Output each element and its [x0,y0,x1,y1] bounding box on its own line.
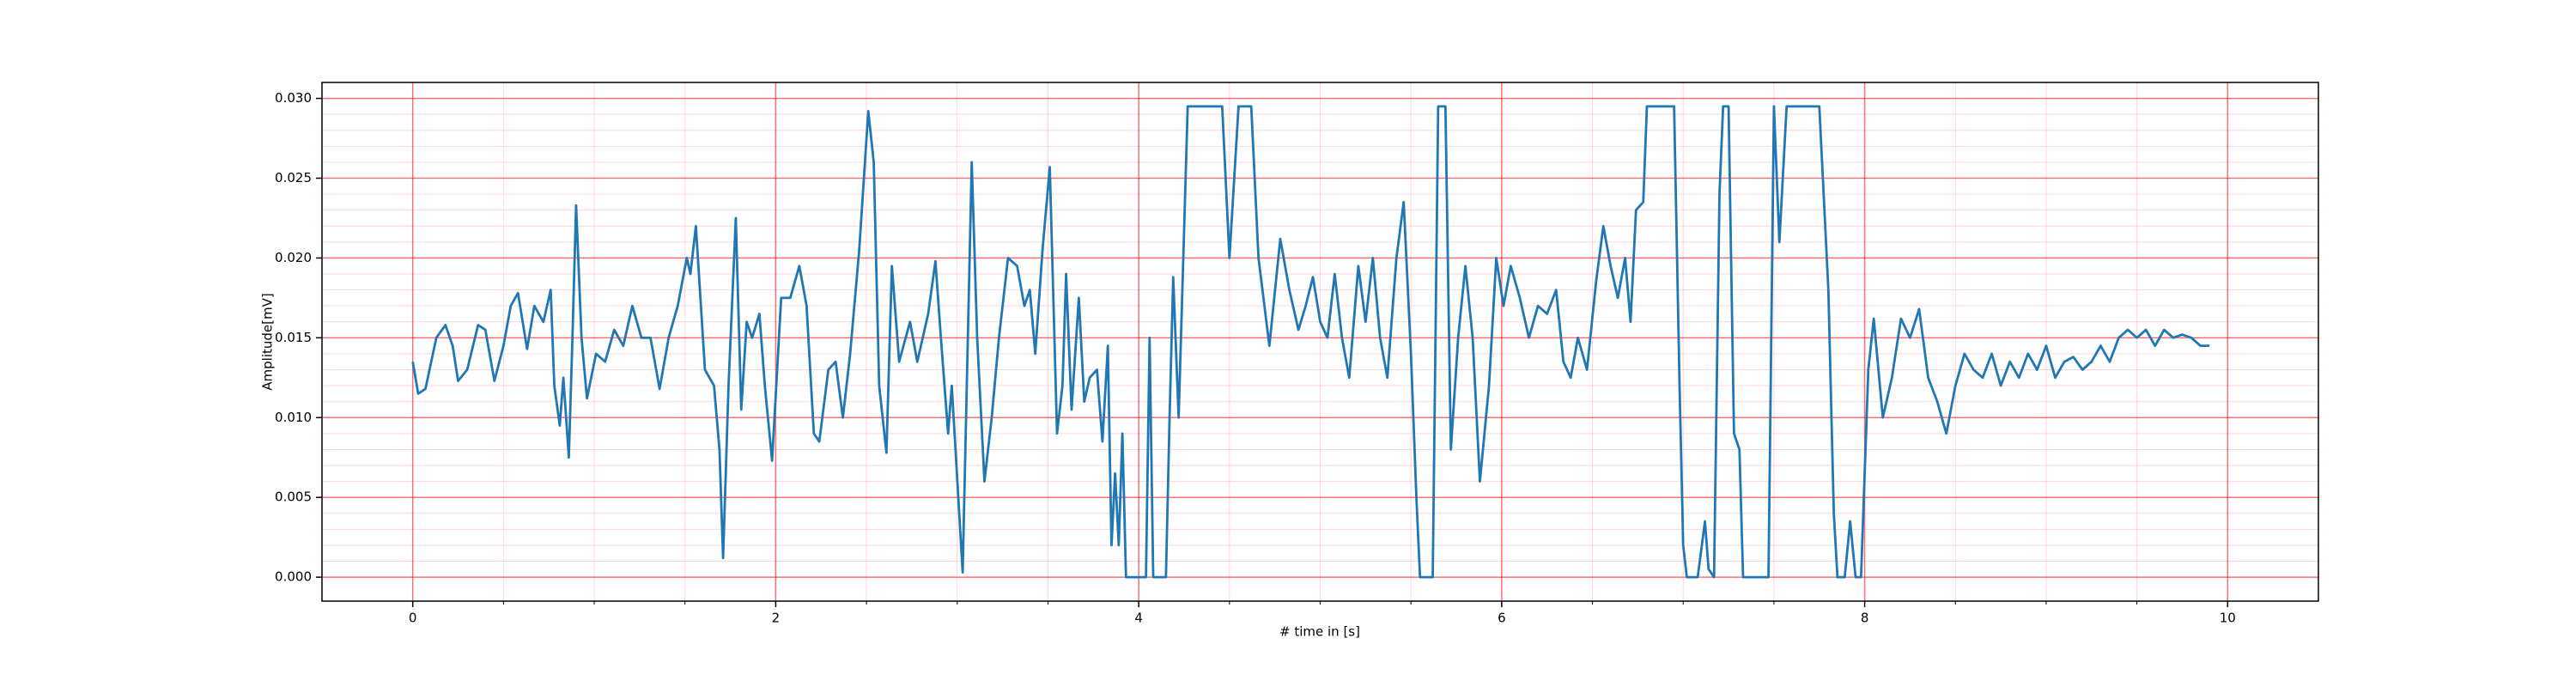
y-tick-label: 0.020 [275,250,312,265]
y-axis-label: Amplitude[mV] [260,293,276,390]
y-tick-label: 0.010 [275,410,312,425]
signal-line [411,105,2210,579]
y-tick-label: 0.025 [275,170,312,185]
x-tick-label: 10 [2220,611,2236,626]
x-axis-label: # time in [s] [1279,624,1360,640]
y-tick-label: 0.030 [275,90,312,106]
plot-frame [321,82,2319,602]
x-tick-label: 4 [1134,611,1143,626]
y-tick-label: 0.015 [275,330,312,345]
x-tick-label: 2 [772,611,781,626]
y-tick-label: 0.005 [275,489,312,505]
x-tick-label: 6 [1498,611,1506,626]
x-tick-label: 0 [409,611,417,626]
y-tick-label: 0.000 [275,569,312,585]
x-tick-label: 8 [1861,611,1869,626]
